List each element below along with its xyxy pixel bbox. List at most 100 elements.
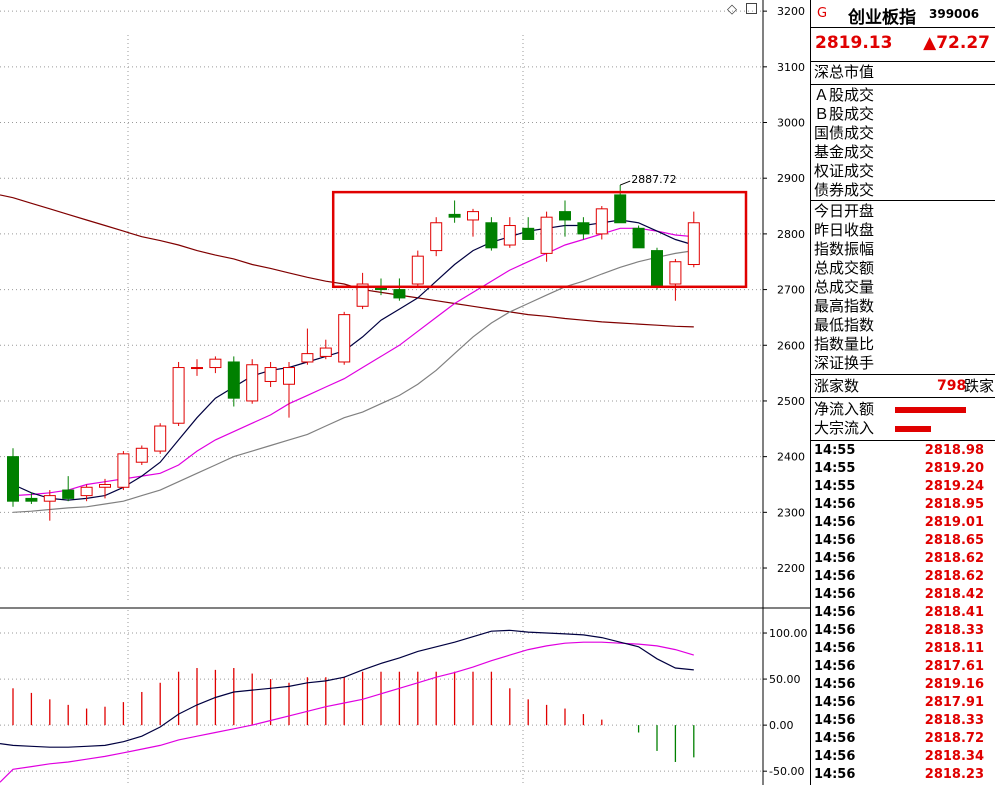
tick-time: 14:56: [814, 569, 856, 584]
candle: [227, 356, 240, 407]
tick-time: 14:56: [814, 605, 856, 620]
tick-time: 14:56: [814, 659, 856, 674]
tick-price: 2817.61: [924, 659, 984, 674]
candle-body: [522, 227, 535, 240]
tick-price: 2817.91: [924, 695, 984, 710]
candle-body: [559, 211, 571, 221]
indicator-tick-label: -50.00: [769, 765, 804, 778]
candle: [338, 311, 351, 365]
candle: [172, 361, 185, 427]
candle-body: [172, 367, 185, 424]
tick-time: 14:55: [814, 443, 856, 458]
candle: [559, 200, 571, 237]
divider: [811, 200, 995, 201]
candle: [62, 476, 75, 502]
candle-body: [595, 208, 608, 235]
divider: [811, 397, 995, 398]
candle-body: [135, 447, 148, 463]
tick-time: 14:56: [814, 713, 856, 728]
candle: [301, 328, 314, 365]
candle-body: [338, 314, 351, 363]
axis-tick-label: 2300: [777, 506, 805, 519]
tick-price: 2819.24: [924, 479, 984, 494]
candle-body: [25, 497, 38, 502]
ma-longest-extension: [0, 194, 14, 199]
candle: [246, 359, 259, 404]
tick-price: 2818.72: [924, 731, 984, 746]
indicator-tick-label: 50.00: [769, 673, 801, 686]
candle: [154, 423, 167, 454]
candle-body: [301, 353, 314, 363]
ma-long-line: [12, 250, 694, 513]
candle-body: [632, 227, 645, 249]
diamond-icon[interactable]: ◇: [727, 2, 737, 17]
candle-body: [209, 358, 222, 369]
candle: [503, 217, 516, 248]
candle: [264, 361, 277, 388]
tick-time: 14:56: [814, 587, 856, 602]
tick-time: 14:56: [814, 533, 856, 548]
axis-tick-label: 3000: [777, 117, 805, 130]
divider: [811, 84, 995, 85]
candle: [7, 448, 19, 507]
axis-tick-label: 2500: [777, 395, 805, 408]
tick-time: 14:56: [814, 749, 856, 764]
index-code: 399006: [929, 7, 980, 21]
divider: [811, 440, 995, 441]
axis-tick-label: 2200: [777, 562, 805, 575]
kline-chart[interactable]: 2887.72 3200 3100 3000 2900 2800 2700 2600 2500…: [0, 0, 810, 785]
candle: [25, 492, 38, 504]
quote-panel: G 创业板指 399006 2819.13 ▲72.27 深总市值 Ａ股成交 Ｂ股…: [810, 0, 995, 785]
tick-price: 2819.01: [924, 515, 984, 530]
candle: [209, 356, 222, 374]
candle-body: [319, 347, 332, 357]
fall-label: 跌家: [964, 377, 995, 395]
candle-body: [99, 483, 111, 488]
candle: [540, 211, 553, 262]
tick-time: 14:56: [814, 497, 856, 512]
price-axis: 3200 3100 3000 2900 2800 2700 2600 2500 2400 2300…: [762, 0, 808, 785]
block-flow-bar: [895, 426, 931, 432]
candle: [632, 225, 645, 249]
candle-body: [7, 456, 19, 502]
high-pointer: [620, 180, 631, 186]
tick-time: 14:55: [814, 479, 856, 494]
candle: [135, 445, 148, 465]
candle-body: [614, 194, 627, 224]
candle-body: [448, 213, 461, 218]
axis-tick-label: 2800: [777, 228, 805, 241]
tick-time: 14:56: [814, 731, 856, 746]
dea-line: [0, 641, 694, 783]
candle-body: [430, 222, 443, 252]
tick-price: 2818.42: [924, 587, 984, 602]
flag-icon: G: [817, 6, 828, 21]
axis-tick-label: 2400: [777, 451, 805, 464]
candle-body: [283, 367, 295, 385]
candle: [651, 247, 663, 290]
indicator-tick-label: 0.00: [769, 719, 794, 732]
candle: [669, 258, 682, 301]
candle-body: [411, 255, 424, 285]
tick-time: 14:56: [814, 641, 856, 656]
axis-tick-label: 2600: [777, 339, 805, 352]
candle-body: [651, 250, 663, 288]
tick-price: 2818.65: [924, 533, 984, 548]
tick-time: 14:56: [814, 623, 856, 638]
candle-body: [540, 216, 553, 254]
rise-label: 涨家数: [814, 377, 860, 395]
square-icon[interactable]: [746, 3, 757, 14]
candle: [430, 217, 443, 257]
tick-price: 2818.95: [924, 497, 984, 512]
candle: [522, 217, 535, 240]
tick-price: 2818.33: [924, 713, 984, 728]
candle-body: [62, 489, 75, 499]
candle-body: [154, 425, 167, 452]
candle: [99, 478, 111, 499]
candle-body: [467, 211, 479, 221]
axis-tick-label: 3200: [777, 5, 805, 18]
axis-tick-label: 2700: [777, 284, 805, 297]
tick-time: 14:55: [814, 461, 856, 476]
candle: [80, 484, 93, 502]
candle-body: [687, 222, 700, 266]
rise-count: 798: [937, 378, 967, 394]
